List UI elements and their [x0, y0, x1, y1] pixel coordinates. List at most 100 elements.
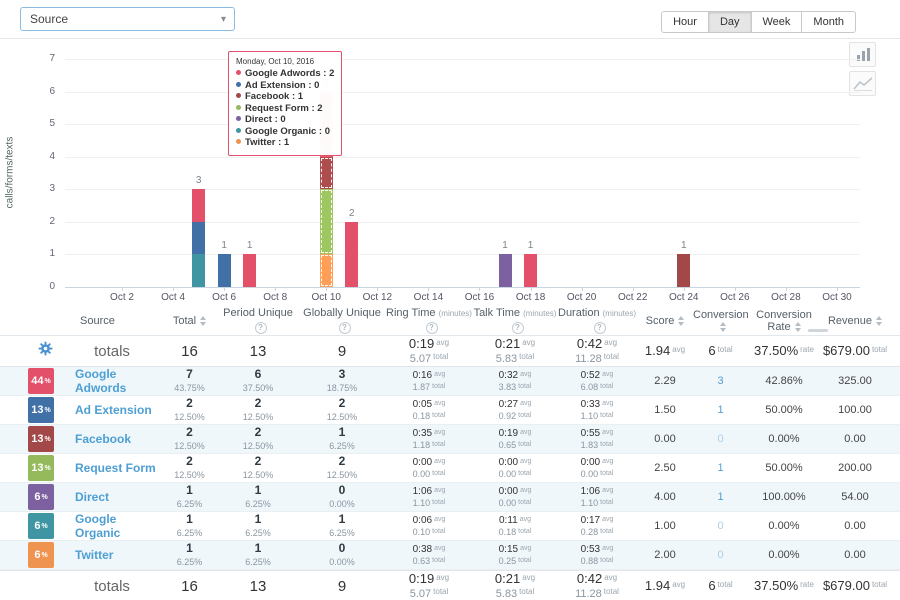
column-header-conversion-rate[interactable]: Conversion Rate — [748, 309, 820, 333]
source-link[interactable]: Facebook — [75, 432, 132, 446]
column-header-total[interactable]: Total — [162, 315, 217, 327]
sort-icon[interactable] — [794, 321, 801, 332]
table-header-row: Source Total Period Unique? Globally Unique… — [0, 306, 900, 336]
conversion-link[interactable]: 1 — [717, 462, 724, 474]
conversion-rate-cell: 50.00% — [765, 462, 803, 474]
column-header-period-unique[interactable]: Period Unique? — [217, 307, 299, 334]
tooltip-item: Facebook : 1 — [236, 91, 334, 103]
bar-segment-twitter[interactable] — [319, 254, 333, 287]
conversion-link[interactable]: 1 — [717, 491, 724, 503]
conversion-rate-cell: 0.00% — [768, 549, 800, 561]
share-badge: 13% — [28, 455, 54, 481]
y-tick-label: 0 — [49, 281, 55, 292]
count-cell: 2 12.50% — [174, 396, 205, 423]
bar-segment-google_organic[interactable] — [192, 254, 206, 287]
bar-chart-toggle-button[interactable] — [849, 42, 876, 67]
time-cell: 0:53 avg 0.88 total — [580, 544, 614, 566]
help-bulb-icon[interactable]: ? — [425, 322, 438, 334]
time-cell: 0:11 avg 0.18 total — [498, 515, 532, 537]
source-filter-select[interactable]: Source ▾ — [20, 7, 235, 31]
bar-segment-facebook[interactable] — [677, 254, 691, 287]
conversion-link[interactable]: 0 — [717, 520, 724, 532]
tooltip-item: Google Adwords : 2 — [236, 68, 334, 80]
range-button-month[interactable]: Month — [802, 11, 856, 33]
badge-cell: 44% — [28, 368, 62, 394]
range-button-hour[interactable]: Hour — [661, 11, 709, 33]
column-settings-button[interactable] — [28, 341, 62, 361]
x-tick-mark — [632, 287, 634, 291]
chevron-down-icon: ▾ — [220, 14, 226, 25]
score-cell: 2.50 — [654, 462, 676, 474]
x-tick-mark — [224, 287, 226, 291]
column-header-revenue[interactable]: Revenue — [820, 315, 890, 327]
bar-segment-ad_extension[interactable] — [192, 221, 206, 255]
source-link[interactable]: Request Form — [75, 461, 156, 475]
sort-icon[interactable] — [678, 315, 685, 326]
bar-segment-google_adwords[interactable] — [524, 254, 538, 287]
time-cell: 0:17 avg 0.28 total — [580, 515, 614, 537]
count-cell: 1 6.25% — [176, 512, 203, 539]
count-cell: 1 6.25% — [245, 483, 271, 510]
help-bulb-icon[interactable]: ? — [254, 322, 267, 334]
totals-row-top: totals 16 13 9 0:19 avg 5.07 total 0:21 avg 5.83 to… — [0, 336, 900, 367]
x-tick-mark — [326, 287, 328, 291]
conversion-link[interactable]: 0 — [717, 433, 724, 445]
source-link[interactable]: Direct — [75, 490, 110, 504]
range-button-day[interactable]: Day — [708, 11, 752, 33]
time-cell: 0:05 avg 0.18 total — [412, 399, 446, 421]
x-tick-label: Oct 28 — [771, 292, 801, 303]
time-range-group: Hour Day Week Month — [661, 11, 856, 33]
column-header-conversion[interactable]: Conversion — [693, 309, 749, 333]
source-link[interactable]: Twitter — [75, 548, 114, 562]
column-header-score[interactable]: Score — [637, 315, 693, 327]
count-cell: 2 12.50% — [174, 425, 205, 452]
time-cell: 0:16 avg 1.87 total — [412, 370, 446, 392]
bar-segment-request_form[interactable] — [319, 189, 333, 255]
x-axis-line — [65, 287, 860, 288]
source-link[interactable]: Google Organic — [75, 512, 121, 540]
column-header-globally-unique[interactable]: Globally Unique? — [299, 307, 385, 334]
line-chart-icon — [853, 77, 873, 91]
column-header-label: Conversion Rate — [756, 308, 812, 333]
range-button-week[interactable]: Week — [751, 11, 803, 33]
gridline — [65, 156, 860, 158]
conversion-link[interactable]: 3 — [717, 375, 724, 387]
bar-segment-google_adwords[interactable] — [192, 189, 206, 222]
column-header-sub: (minutes) — [602, 309, 636, 318]
gear-icon — [38, 341, 52, 356]
column-header-label: Globally Unique — [303, 307, 381, 319]
y-tick-label: 6 — [49, 85, 55, 97]
bar-segment-direct[interactable] — [498, 254, 512, 287]
bar-segment-ad_extension[interactable] — [217, 254, 231, 287]
x-tick-mark — [530, 287, 532, 291]
source-link[interactable]: Google Adwords — [75, 367, 127, 395]
share-badge: 13% — [28, 426, 54, 452]
column-header-ring-time[interactable]: Ring Time (minutes)? — [385, 307, 473, 334]
conversion-link[interactable]: 0 — [717, 549, 724, 561]
conversion-link[interactable]: 1 — [717, 404, 724, 416]
time-cell: 1:06 avg 1.10 total — [412, 486, 446, 508]
totals-period-unique: 13 — [249, 578, 267, 595]
help-bulb-icon[interactable]: ? — [511, 322, 524, 334]
time-cell: 0:19 avg 5.07 total — [408, 335, 450, 365]
conversion-rate-cell: 42.86% — [765, 375, 803, 387]
source-link[interactable]: Ad Extension — [75, 403, 152, 417]
sort-icon[interactable] — [719, 321, 726, 332]
score-cell: 4.00 — [654, 491, 676, 503]
score-cell: 1.50 — [654, 404, 676, 416]
column-header-talk-time[interactable]: Talk Time (minutes)? — [473, 307, 557, 334]
sort-icon[interactable] — [200, 315, 207, 326]
help-bulb-icon[interactable]: ? — [593, 322, 606, 334]
bar-segment-google_adwords[interactable] — [345, 221, 359, 287]
bar-segment-facebook[interactable] — [319, 156, 333, 190]
bar-segment-google_adwords[interactable] — [243, 254, 257, 287]
sort-icon[interactable] — [876, 315, 883, 326]
score-cell: 1.00 — [654, 520, 676, 532]
help-bulb-icon[interactable]: ? — [338, 322, 351, 334]
column-header-duration[interactable]: Duration (minutes)? — [557, 307, 637, 334]
data-table: Source Total Period Unique? Globally Unique… — [0, 306, 900, 600]
chart-section: calls/forms/texts Monday, Oct 10, 2016 G… — [0, 38, 900, 306]
x-tick-mark — [173, 287, 175, 291]
series-dot-icon — [236, 127, 241, 133]
scrollbar-handle[interactable] — [808, 329, 828, 332]
